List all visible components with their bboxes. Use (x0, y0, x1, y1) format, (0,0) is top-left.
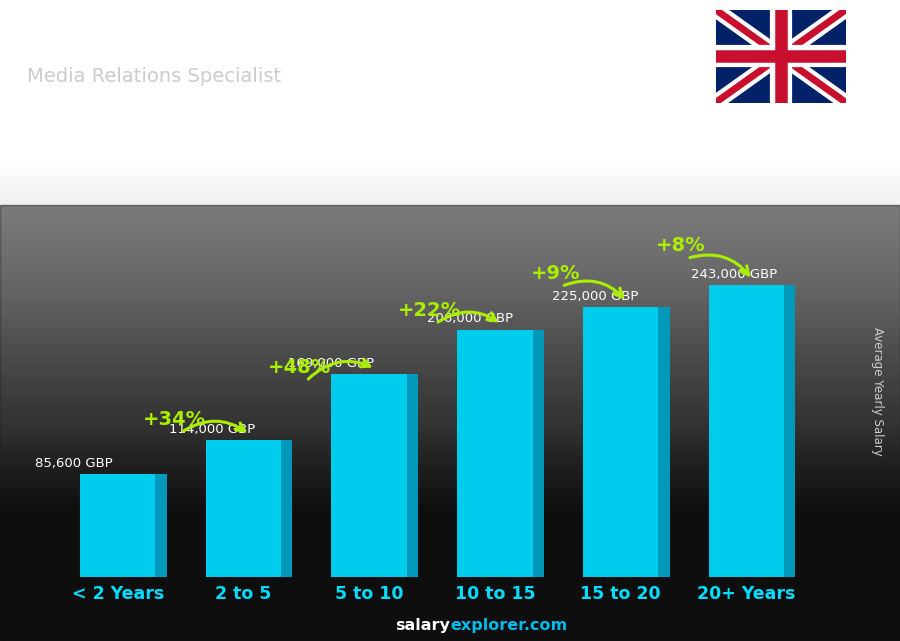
Text: +9%: +9% (530, 263, 580, 283)
Bar (407, 374, 418, 577)
Text: Media Relations Specialist: Media Relations Specialist (27, 67, 281, 87)
Text: Salary Comparison By Experience: Salary Comparison By Experience (27, 16, 603, 45)
Bar (281, 440, 292, 577)
Bar (457, 330, 533, 577)
Bar (708, 285, 784, 577)
Bar (80, 474, 156, 577)
Bar (533, 330, 544, 577)
Text: 169,000 GBP: 169,000 GBP (288, 357, 374, 370)
Bar (784, 285, 796, 577)
Bar (0, 205, 900, 641)
Text: +8%: +8% (656, 236, 706, 254)
Text: +34%: +34% (143, 410, 206, 429)
Text: salary: salary (395, 619, 450, 633)
Bar (156, 474, 166, 577)
Text: explorer.com: explorer.com (450, 619, 567, 633)
Text: Average Yearly Salary: Average Yearly Salary (871, 327, 884, 455)
Text: 243,000 GBP: 243,000 GBP (690, 268, 777, 281)
Text: 85,600 GBP: 85,600 GBP (35, 457, 112, 470)
Bar (583, 307, 658, 577)
Text: +48%: +48% (268, 358, 331, 377)
Bar (206, 440, 281, 577)
Text: +22%: +22% (398, 301, 461, 320)
Text: 114,000 GBP: 114,000 GBP (169, 422, 255, 436)
Text: 206,000 GBP: 206,000 GBP (427, 312, 513, 326)
Bar (331, 374, 407, 577)
Text: 225,000 GBP: 225,000 GBP (553, 290, 639, 303)
Bar (658, 307, 670, 577)
